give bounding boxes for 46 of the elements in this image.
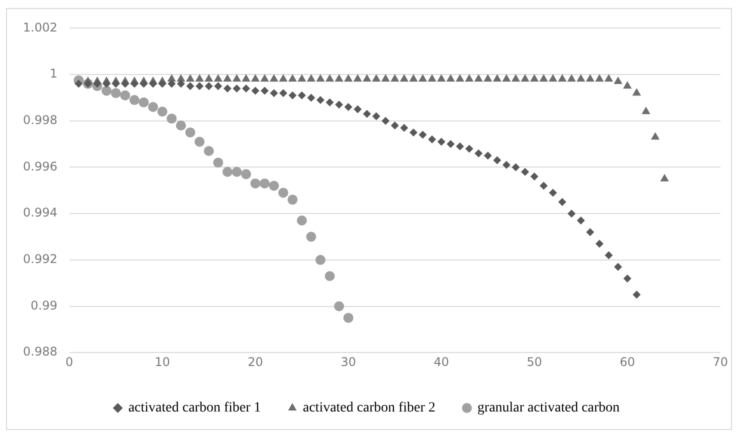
x-tick-label: 20 (248, 354, 263, 369)
y-tick-label: 0.992 (22, 252, 58, 266)
point (129, 95, 140, 106)
legend-label: activated carbon fiber 2 (302, 400, 436, 416)
point (110, 88, 121, 98)
point (102, 86, 112, 96)
y-tick-label: 0.99 (30, 298, 58, 312)
y-tick-label: 0.994 (22, 206, 58, 220)
point (315, 254, 326, 265)
point (204, 146, 214, 156)
legend-label: granular activated carbon (477, 400, 620, 416)
x-tick-label: 70 (712, 354, 728, 369)
point (260, 178, 270, 188)
x-tick-label: 60 (620, 354, 636, 369)
x-tick-label: 0 (66, 354, 74, 369)
point (120, 90, 130, 100)
point (232, 166, 242, 177)
point (288, 194, 298, 205)
y-tick-label: 1.002 (22, 20, 58, 34)
point (268, 180, 279, 191)
x-tick-label: 40 (434, 354, 449, 369)
point (176, 120, 186, 131)
y-tick-label: 0.996 (22, 159, 58, 174)
point (138, 97, 149, 108)
point (334, 301, 344, 312)
point (148, 102, 158, 112)
point (250, 178, 260, 188)
point (194, 136, 205, 147)
point (343, 312, 354, 323)
x-tick-label: 50 (526, 354, 542, 369)
point (278, 188, 288, 198)
point (222, 166, 232, 177)
y-tick-label: 1 (50, 66, 58, 81)
legend-label: activated carbon fiber 1 (128, 400, 261, 416)
y-tick-label: 0.998 (22, 113, 58, 128)
point (241, 169, 252, 180)
point (296, 216, 307, 226)
point (306, 232, 316, 242)
x-tick-label: 10 (154, 354, 170, 369)
x-tick-label: 30 (340, 354, 356, 369)
point (324, 271, 335, 282)
point (213, 158, 224, 168)
y-tick-label: 0.988 (22, 344, 58, 359)
point (166, 114, 177, 124)
point (185, 127, 196, 138)
point (157, 106, 168, 117)
